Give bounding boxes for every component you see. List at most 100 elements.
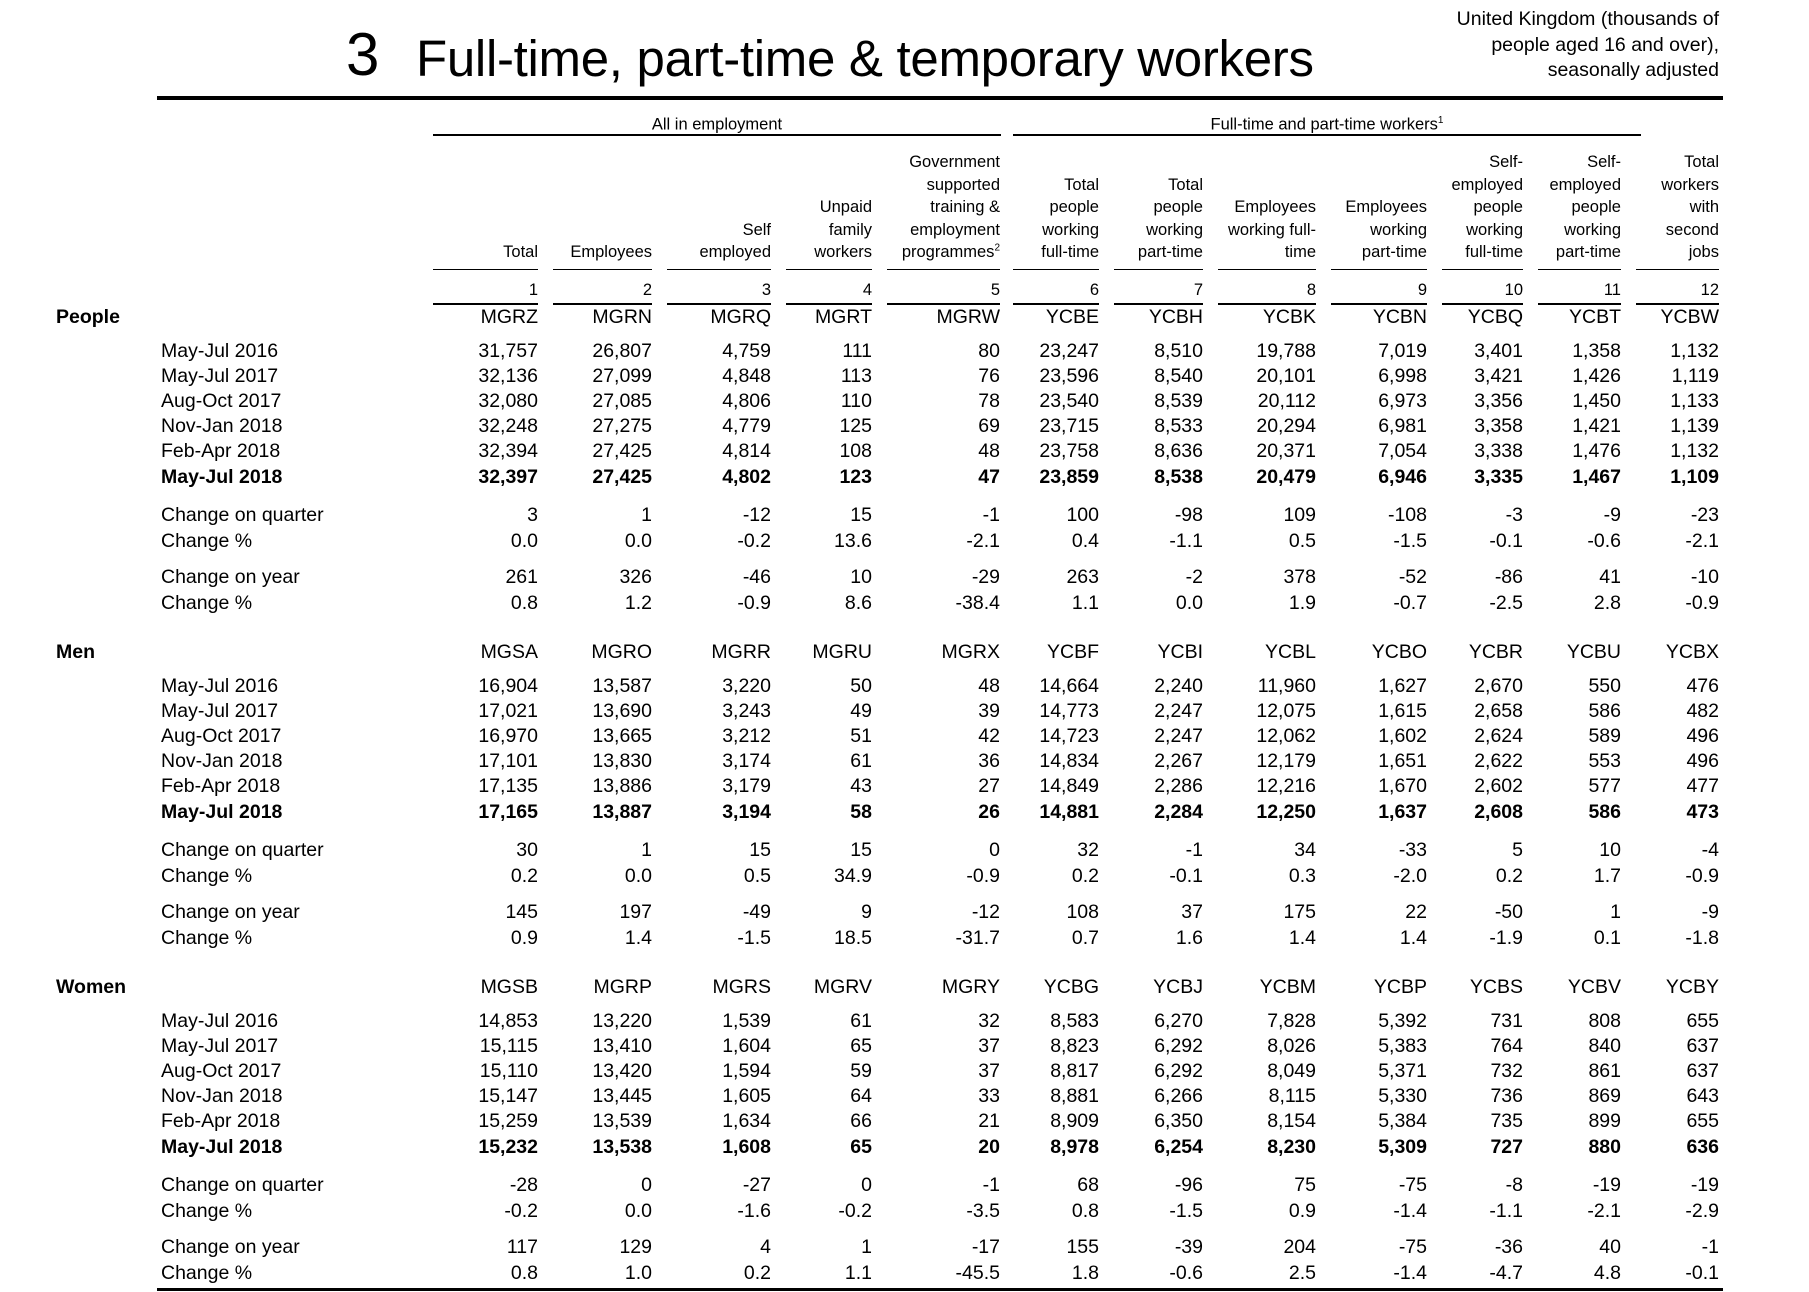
table-cell: 5,384 bbox=[1378, 1110, 1427, 1133]
row-label: Aug-Oct 2017 bbox=[161, 390, 282, 413]
series-code: YCBG bbox=[1043, 976, 1099, 998]
table-cell: 1,132 bbox=[1670, 440, 1719, 463]
column-header: Self-employed people working part-time bbox=[1538, 144, 1621, 264]
table-cell: 51 bbox=[850, 725, 872, 748]
column-header-line: part-time bbox=[1555, 243, 1621, 262]
table-cell: 1,594 bbox=[722, 1060, 771, 1083]
change-cell: -8 bbox=[1505, 1174, 1523, 1196]
column-header-line: employed bbox=[699, 243, 771, 262]
table-cell: 586 bbox=[1588, 800, 1621, 823]
table-cell: 49 bbox=[850, 700, 872, 723]
table-cell: 1,132 bbox=[1670, 340, 1719, 362]
table-cell: 16,970 bbox=[478, 725, 538, 748]
change-cell: 0.7 bbox=[1071, 927, 1099, 949]
table-cell: 4,779 bbox=[722, 415, 771, 438]
change-cell: 0.0 bbox=[624, 865, 652, 887]
series-code: YCBQ bbox=[1467, 306, 1523, 328]
table-cell: 27,425 bbox=[592, 440, 652, 463]
change-cell: 15 bbox=[850, 504, 872, 526]
table-cell: 2,624 bbox=[1474, 725, 1523, 748]
table-cell: 2,247 bbox=[1154, 700, 1203, 723]
change-cell: 0 bbox=[861, 1174, 872, 1196]
table-cell: 732 bbox=[1490, 1060, 1523, 1083]
table-cell: 1,109 bbox=[1670, 465, 1719, 488]
change-cell: 37 bbox=[1181, 901, 1203, 923]
change-cell: -19 bbox=[1592, 1174, 1621, 1196]
column-header-line: Unpaid bbox=[819, 198, 872, 217]
table-cell: 3,421 bbox=[1474, 365, 1523, 388]
table-cell: 3,194 bbox=[722, 800, 771, 823]
table-cell: 66 bbox=[850, 1110, 872, 1133]
change-cell: 100 bbox=[1066, 504, 1099, 526]
table-cell: 37 bbox=[978, 1035, 1000, 1058]
table-cell: 577 bbox=[1588, 775, 1621, 798]
table-cell: 61 bbox=[850, 750, 872, 773]
column-header: Employees working full-time bbox=[1218, 144, 1316, 264]
change-cell: 0.8 bbox=[1071, 1200, 1099, 1222]
table-cell: 20 bbox=[978, 1135, 1000, 1158]
table-cell: 13,420 bbox=[592, 1060, 652, 1083]
table-cell: 8,538 bbox=[1154, 465, 1203, 488]
series-code: YCBF bbox=[1046, 641, 1099, 663]
table-cell: 1,139 bbox=[1670, 415, 1719, 438]
change-cell: 40 bbox=[1599, 1236, 1621, 1258]
change-cell: 0.4 bbox=[1071, 530, 1099, 552]
column-number: 11 bbox=[1603, 281, 1621, 299]
table-cell: 8,583 bbox=[1050, 1010, 1099, 1032]
change-cell: -52 bbox=[1398, 566, 1427, 588]
table-cell: 1,602 bbox=[1378, 725, 1427, 748]
change-label: Change on quarter bbox=[161, 504, 324, 526]
change-cell: -96 bbox=[1174, 1174, 1203, 1196]
section-label: People bbox=[56, 306, 120, 328]
column-header-line: Government bbox=[909, 153, 1000, 172]
column-rule bbox=[786, 303, 872, 305]
change-cell: 0.2 bbox=[1495, 865, 1523, 887]
column-header-line: people bbox=[1049, 198, 1099, 217]
change-cell: 0.8 bbox=[510, 1262, 538, 1284]
row-label: May-Jul 2018 bbox=[161, 800, 283, 823]
row-label: Nov-Jan 2018 bbox=[161, 415, 283, 438]
change-cell: 0.0 bbox=[624, 530, 652, 552]
change-cell: 1 bbox=[861, 1236, 872, 1258]
change-cell: -50 bbox=[1494, 901, 1523, 923]
series-code: MGSB bbox=[480, 976, 538, 998]
series-code: YCBS bbox=[1469, 976, 1523, 998]
column-header-line: training & bbox=[930, 198, 1000, 217]
table-cell: 58 bbox=[850, 800, 872, 823]
table-cell: 14,849 bbox=[1039, 775, 1099, 798]
group-header-footnote: 1 bbox=[1437, 115, 1444, 126]
column-number: 9 bbox=[1417, 281, 1427, 299]
group-header-all-in-employment: All in employment bbox=[433, 111, 1001, 135]
table-cell: 6,270 bbox=[1154, 1010, 1203, 1032]
table-cell: 113 bbox=[840, 365, 872, 388]
table-cell: 20,112 bbox=[1257, 390, 1316, 413]
column-header-line: employed bbox=[1549, 175, 1621, 194]
change-cell: 1.4 bbox=[624, 927, 652, 949]
column-header-line: full-time bbox=[1041, 243, 1099, 262]
series-code: YCBT bbox=[1568, 306, 1621, 328]
change-cell: -2.1 bbox=[966, 530, 1000, 552]
change-cell: -9 bbox=[1701, 901, 1719, 923]
series-code: MGRZ bbox=[480, 306, 538, 328]
page-title: Full-time, part-time & temporary workers bbox=[416, 30, 1314, 87]
change-cell: -1.9 bbox=[1489, 927, 1523, 949]
table-cell: 12,250 bbox=[1256, 800, 1316, 823]
series-code: MGRW bbox=[936, 306, 1000, 328]
table-cell: 50 bbox=[850, 675, 872, 697]
table-cell: 496 bbox=[1686, 750, 1719, 773]
change-cell: 10 bbox=[1599, 839, 1621, 861]
table-cell: 15,110 bbox=[479, 1060, 538, 1083]
table-cell: 15,147 bbox=[478, 1085, 538, 1108]
change-cell: 1.1 bbox=[1071, 592, 1099, 614]
column-number: 4 bbox=[862, 281, 872, 299]
change-label: Change % bbox=[161, 865, 253, 887]
table-cell: 8,154 bbox=[1267, 1110, 1316, 1133]
table-cell: 20,371 bbox=[1256, 440, 1316, 463]
table-cell: 48 bbox=[978, 675, 1000, 697]
series-code: YCBL bbox=[1265, 641, 1316, 663]
table-cell: 1,637 bbox=[1378, 800, 1427, 823]
table-cell: 13,587 bbox=[592, 675, 652, 697]
change-cell: 32 bbox=[1077, 839, 1099, 861]
change-cell: -1 bbox=[982, 1174, 1000, 1196]
table-cell: 6,973 bbox=[1378, 390, 1427, 413]
